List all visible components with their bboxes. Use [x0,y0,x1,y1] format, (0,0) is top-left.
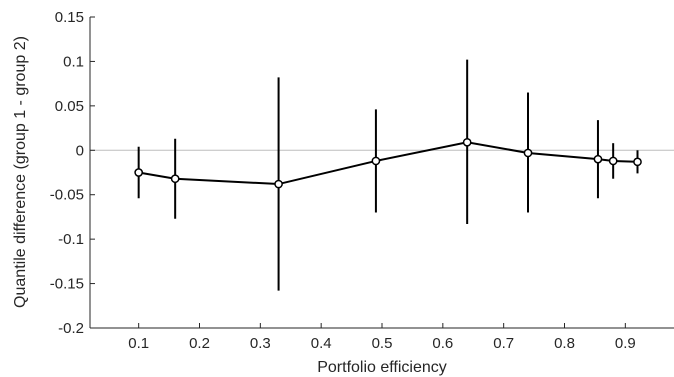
data-point-marker [608,156,618,166]
data-point-marker [462,137,472,147]
data-point-marker [134,168,144,177]
x-tick-label: 0.7 [493,335,514,352]
x-axis-label: Portfolio efficiency [317,359,447,376]
y-tick-label: 0.1 [63,53,84,70]
x-tick-label: 0.6 [432,335,453,352]
data-point-marker [170,174,180,184]
x-tick-label: 0.2 [189,335,210,352]
y-tick-label: 0.15 [55,9,84,26]
x-tick-label: 0.1 [128,335,149,352]
y-tick-label: -0.2 [58,320,84,337]
data-point-marker [523,148,533,158]
x-tick-label: 0.8 [554,335,575,352]
y-axis-label: Quantile difference (group 1 - group 2) [12,36,29,308]
data-point-marker [371,156,381,166]
x-tick-label: 0.3 [250,335,271,352]
x-tick-label: 0.9 [615,335,636,352]
data-markers [134,137,642,189]
y-tick-label: 0 [76,142,84,159]
plot-background [90,17,674,328]
x-tick-label: 0.4 [311,335,332,352]
y-tick-label: -0.15 [50,276,84,293]
data-point-marker [274,179,283,189]
y-tick-label: -0.1 [58,231,84,248]
data-point-marker [633,157,642,167]
y-tick-label: 0.05 [55,98,84,115]
y-tick-label: -0.05 [50,187,84,204]
y-axis-ticks: -0.2 -0.15 -0.1 -0.05 0 0.05 0.1 0.15 [50,9,95,337]
data-point-marker [593,154,603,164]
x-tick-label: 0.5 [372,335,393,352]
x-axis-ticks: 0.1 0.2 0.3 0.4 0.5 0.6 0.7 0.8 0.9 [128,323,636,352]
